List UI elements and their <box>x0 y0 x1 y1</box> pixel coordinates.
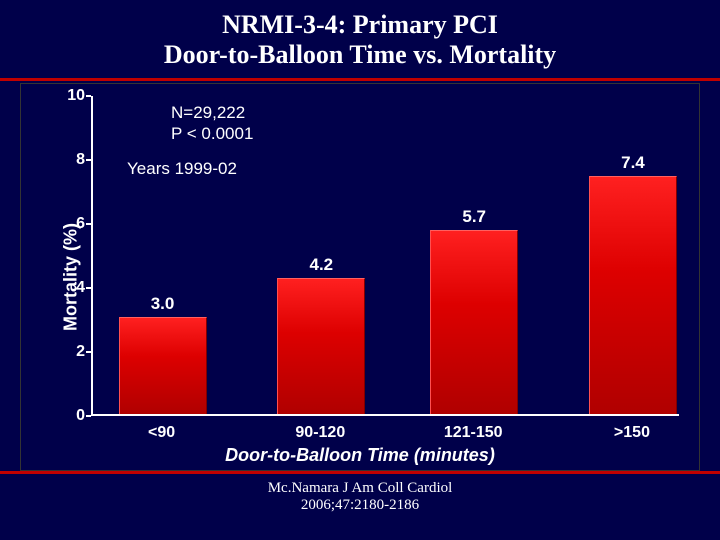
title-line-1: NRMI-3-4: Primary PCI <box>222 10 498 39</box>
y-tick-label: 0 <box>55 407 85 425</box>
y-axis-label: Mortality (%) <box>61 223 82 331</box>
citation: Mc.Namara J Am Coll Cardiol 2006;47:2180… <box>0 474 720 515</box>
years-annotation: Years 1999-02 <box>127 158 237 179</box>
y-tick-label: 10 <box>55 87 85 105</box>
y-tick-label: 2 <box>55 343 85 361</box>
x-tick-label: 121-150 <box>413 424 533 442</box>
bar-value-label: 3.0 <box>120 294 206 314</box>
y-tick-mark <box>86 351 91 353</box>
p-line: P < 0.0001 <box>171 124 253 143</box>
bar-value-label: 5.7 <box>431 207 517 227</box>
n-line: N=29,222 <box>171 103 245 122</box>
y-tick-mark <box>86 287 91 289</box>
bar: 3.0 <box>119 317 207 414</box>
bar: 4.2 <box>277 278 365 413</box>
x-axis-line <box>91 414 679 416</box>
y-tick-label: 6 <box>55 215 85 233</box>
y-tick-label: 4 <box>55 279 85 297</box>
n-annotation: N=29,222 P < 0.0001 <box>171 102 253 145</box>
title-line-2: Door-to-Balloon Time vs. Mortality <box>164 40 556 69</box>
y-tick-mark <box>86 415 91 417</box>
bar-value-label: 4.2 <box>278 255 364 275</box>
x-tick-label: 90-120 <box>260 424 380 442</box>
y-tick-mark <box>86 159 91 161</box>
citation-line-2: 2006;47:2180-2186 <box>301 497 419 513</box>
bar: 7.4 <box>589 176 677 414</box>
x-tick-label: >150 <box>572 424 692 442</box>
chart-area: Mortality (%) 0 2 4 6 8 10 3.0 4.2 5.7 7.4 <90 90… <box>20 83 700 471</box>
slide-title: NRMI-3-4: Primary PCI Door-to-Balloon Ti… <box>0 0 720 78</box>
y-tick-mark <box>86 95 91 97</box>
x-tick-label: <90 <box>102 424 222 442</box>
plot-region: 0246810 3.04.25.77.4 <9090-120121-150>15… <box>91 96 679 416</box>
y-tick-mark <box>86 223 91 225</box>
bar-value-label: 7.4 <box>590 153 676 173</box>
y-tick-label: 8 <box>55 151 85 169</box>
citation-line-1: Mc.Namara J Am Coll Cardiol <box>268 480 453 496</box>
x-axis-label: Door-to-Balloon Time (minutes) <box>21 445 699 466</box>
divider-top <box>0 78 720 81</box>
bar: 5.7 <box>430 230 518 413</box>
y-axis-line <box>91 96 93 416</box>
